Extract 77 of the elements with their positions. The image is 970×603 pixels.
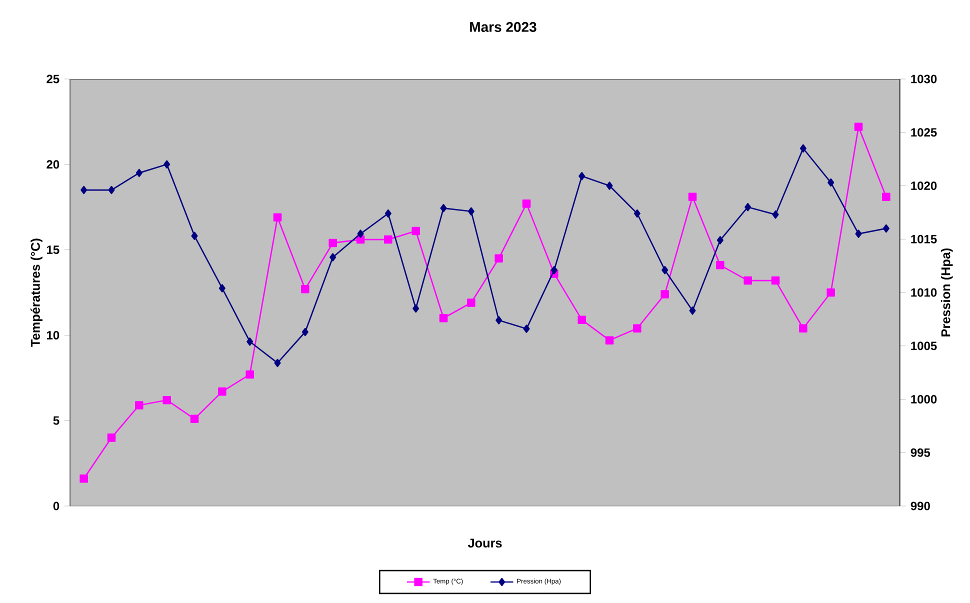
point: [660, 290, 669, 298]
point: [412, 226, 420, 236]
point: [550, 266, 558, 274]
point: [162, 396, 171, 404]
x-axis-title: Jours: [468, 538, 502, 548]
point: [882, 224, 890, 233]
point: [218, 284, 226, 292]
point: [662, 266, 668, 274]
point: [523, 324, 530, 333]
point: [882, 192, 890, 201]
point: [826, 288, 835, 297]
point: [218, 387, 226, 396]
point: [136, 168, 142, 178]
y2-tick-label: 1025: [911, 128, 937, 137]
point: [467, 298, 476, 307]
y2-tick-label: 990: [910, 502, 930, 510]
point: [854, 122, 863, 131]
point: [357, 230, 364, 238]
point: [772, 210, 779, 219]
point: [688, 192, 697, 201]
point: [800, 144, 806, 153]
chart-title: Mars 2023: [470, 22, 536, 32]
point: [744, 202, 752, 212]
point: [191, 232, 198, 240]
y2-tick-label: 1010: [911, 288, 937, 297]
point: [440, 204, 447, 212]
point: [330, 253, 336, 262]
y-tick-label: 20: [46, 160, 60, 169]
point: [439, 314, 448, 322]
point: [384, 209, 392, 218]
y2-tick-label: 1015: [911, 234, 937, 244]
y2-axis-title: Pression (Hpa): [940, 248, 953, 336]
point: [246, 337, 254, 346]
y-tick-label: 25: [46, 74, 60, 84]
y2-tick-label: 1005: [911, 342, 937, 350]
y2-tick-label: 1020: [911, 181, 937, 190]
point: [716, 261, 724, 270]
y-tick-label: 5: [53, 416, 60, 425]
y-tick-label: 10: [47, 330, 60, 340]
point: [689, 306, 696, 315]
point: [716, 236, 724, 244]
point: [605, 336, 614, 344]
point: [468, 207, 474, 216]
point: [107, 434, 116, 442]
point: [578, 172, 586, 180]
point: [274, 358, 281, 368]
point: [744, 276, 752, 285]
y2-tick-label: 1030: [911, 74, 937, 84]
point: [522, 200, 531, 208]
point: [135, 401, 144, 410]
point: [771, 276, 780, 285]
point: [246, 370, 254, 379]
y2-tick-label: 1000: [911, 394, 937, 404]
point: [80, 186, 88, 194]
point: [328, 238, 337, 248]
point: [496, 316, 502, 324]
point: [302, 328, 308, 336]
point: [108, 186, 115, 194]
point: [828, 178, 834, 187]
point: [855, 230, 862, 238]
point: [634, 209, 640, 218]
point: [273, 213, 282, 222]
point: [799, 324, 808, 333]
y-axis-title: Températures (°C): [30, 238, 42, 347]
point: [80, 474, 88, 483]
point: [633, 324, 642, 333]
y-tick-label: 0: [53, 502, 60, 510]
point: [301, 284, 310, 294]
point: [606, 182, 613, 190]
point: [494, 254, 503, 262]
point: [412, 304, 420, 313]
y-tick-label: 15: [47, 246, 60, 254]
y2-tick-label: 995: [910, 448, 930, 457]
point: [190, 414, 199, 424]
point: [578, 316, 586, 324]
point: [384, 235, 392, 244]
point: [164, 160, 170, 169]
